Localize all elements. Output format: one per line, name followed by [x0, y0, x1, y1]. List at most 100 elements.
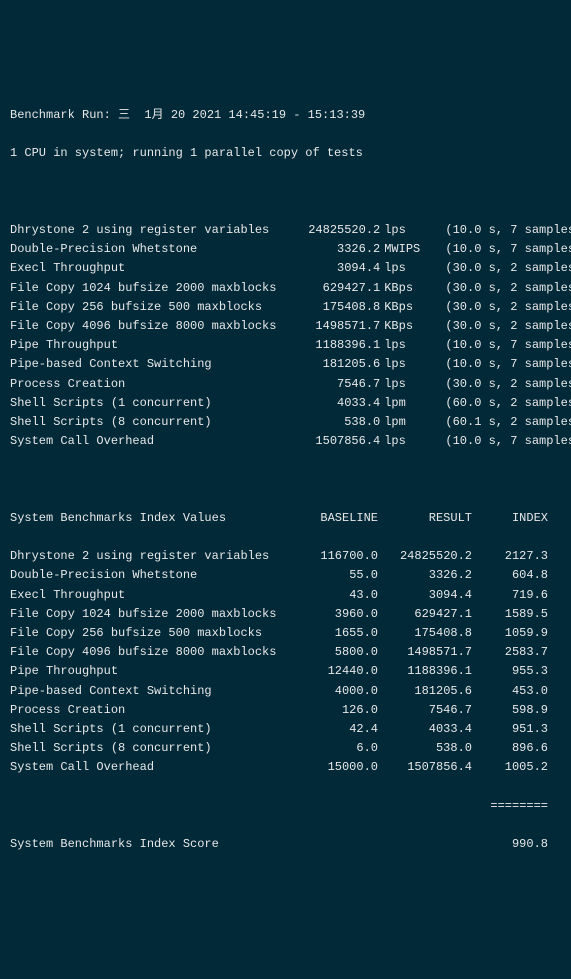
index-baseline: 42.4: [300, 720, 378, 739]
result-row: Execl Throughput3094.4lps (30.0 s, 2 sam…: [10, 259, 561, 278]
index-baseline: 126.0: [300, 701, 378, 720]
index-row: Shell Scripts (8 concurrent)6.0538.0896.…: [10, 739, 561, 758]
result-row: Double-Precision Whetstone3326.2MWIPS (1…: [10, 240, 561, 259]
index-result: 175408.8: [378, 624, 472, 643]
test-unit: lps: [380, 432, 431, 451]
index-name: Pipe Throughput: [10, 662, 300, 681]
test-time: (10.0 s, 7 samples): [431, 221, 561, 240]
index-value: 1589.5: [472, 605, 548, 624]
index-row: System Call Overhead15000.01507856.41005…: [10, 758, 561, 777]
index-name: Double-Precision Whetstone: [10, 566, 300, 585]
test-value: 24825520.2: [293, 221, 381, 240]
result-row: Process Creation7546.7lps (30.0 s, 2 sam…: [10, 375, 561, 394]
test-unit: KBps: [380, 279, 431, 298]
test-unit: lps: [380, 336, 431, 355]
index-result: 7546.7: [378, 701, 472, 720]
test-name: Double-Precision Whetstone: [10, 240, 293, 259]
index-row: Execl Throughput43.03094.4719.6: [10, 586, 561, 605]
test-time: (30.0 s, 2 samples): [431, 317, 561, 336]
index-row: File Copy 1024 bufsize 2000 maxblocks396…: [10, 605, 561, 624]
index-row: File Copy 4096 bufsize 8000 maxblocks580…: [10, 643, 561, 662]
test-value: 181205.6: [293, 355, 381, 374]
index-value: 598.9: [472, 701, 548, 720]
test-unit: KBps: [380, 298, 431, 317]
test-time: (30.0 s, 2 samples): [431, 279, 561, 298]
test-unit: lps: [380, 355, 431, 374]
test-value: 1498571.7: [293, 317, 381, 336]
col-index: INDEX: [472, 509, 548, 528]
index-result: 4033.4: [378, 720, 472, 739]
test-time: (30.0 s, 2 samples): [431, 259, 561, 278]
index-name: File Copy 256 bufsize 500 maxblocks: [10, 624, 300, 643]
index-result: 181205.6: [378, 682, 472, 701]
header-line-2: 1 CPU in system; running 1 parallel copy…: [10, 144, 561, 163]
index-baseline: 5800.0: [300, 643, 378, 662]
test-value: 3326.2: [293, 240, 381, 259]
result-row: Shell Scripts (8 concurrent)538.0lpm (60…: [10, 413, 561, 432]
index-title: System Benchmarks Index Values: [10, 509, 300, 528]
test-value: 1188396.1: [293, 336, 381, 355]
test-name: File Copy 1024 bufsize 2000 maxblocks: [10, 279, 293, 298]
header-line-1: Benchmark Run: 三 1月 20 2021 14:45:19 - 1…: [10, 106, 561, 125]
index-value: 719.6: [472, 586, 548, 605]
test-name: System Call Overhead: [10, 432, 293, 451]
test-time: (30.0 s, 2 samples): [431, 298, 561, 317]
index-row: Process Creation126.07546.7598.9: [10, 701, 561, 720]
result-row: Dhrystone 2 using register variables2482…: [10, 221, 561, 240]
index-row: File Copy 256 bufsize 500 maxblocks1655.…: [10, 624, 561, 643]
index-baseline: 116700.0: [300, 547, 378, 566]
result-row: Pipe Throughput1188396.1lps (10.0 s, 7 s…: [10, 336, 561, 355]
test-unit: lps: [380, 259, 431, 278]
index-name: Shell Scripts (8 concurrent): [10, 739, 300, 758]
test-name: Dhrystone 2 using register variables: [10, 221, 293, 240]
index-name: Execl Throughput: [10, 586, 300, 605]
index-value: 1005.2: [472, 758, 548, 777]
index-baseline: 3960.0: [300, 605, 378, 624]
index-result: 24825520.2: [378, 547, 472, 566]
index-value: 453.0: [472, 682, 548, 701]
index-baseline: 55.0: [300, 566, 378, 585]
result-row: File Copy 256 bufsize 500 maxblocks17540…: [10, 298, 561, 317]
col-baseline: BASELINE: [300, 509, 378, 528]
index-baseline: 43.0: [300, 586, 378, 605]
index-name: Dhrystone 2 using register variables: [10, 547, 300, 566]
index-name: File Copy 4096 bufsize 8000 maxblocks: [10, 643, 300, 662]
result-row: Pipe-based Context Switching181205.6lps …: [10, 355, 561, 374]
col-result: RESULT: [378, 509, 472, 528]
test-name: Execl Throughput: [10, 259, 293, 278]
index-result: 1507856.4: [378, 758, 472, 777]
result-row: File Copy 1024 bufsize 2000 maxblocks629…: [10, 279, 561, 298]
result-row: System Call Overhead1507856.4lps (10.0 s…: [10, 432, 561, 451]
test-time: (60.0 s, 2 samples): [431, 394, 561, 413]
index-value: 955.3: [472, 662, 548, 681]
index-baseline: 12440.0: [300, 662, 378, 681]
test-name: Process Creation: [10, 375, 293, 394]
index-value: 2583.7: [472, 643, 548, 662]
result-row: File Copy 4096 bufsize 8000 maxblocks149…: [10, 317, 561, 336]
index-result: 1498571.7: [378, 643, 472, 662]
test-value: 7546.7: [293, 375, 381, 394]
index-result: 3094.4: [378, 586, 472, 605]
test-value: 175408.8: [293, 298, 381, 317]
test-value: 629427.1: [293, 279, 381, 298]
terminal-output: Benchmark Run: 三 1月 20 2021 14:45:19 - 1…: [10, 87, 561, 874]
test-time: (30.0 s, 2 samples): [431, 375, 561, 394]
test-time: (10.0 s, 7 samples): [431, 240, 561, 259]
index-result: 629427.1: [378, 605, 472, 624]
index-value: 1059.9: [472, 624, 548, 643]
test-name: Pipe-based Context Switching: [10, 355, 293, 374]
test-name: File Copy 4096 bufsize 8000 maxblocks: [10, 317, 293, 336]
score-label: System Benchmarks Index Score: [10, 835, 300, 854]
index-baseline: 4000.0: [300, 682, 378, 701]
index-baseline: 15000.0: [300, 758, 378, 777]
test-time: (10.0 s, 7 samples): [431, 336, 561, 355]
index-row: Double-Precision Whetstone55.03326.2604.…: [10, 566, 561, 585]
index-result: 3326.2: [378, 566, 472, 585]
test-unit: lpm: [380, 394, 431, 413]
index-value: 951.3: [472, 720, 548, 739]
test-unit: lpm: [380, 413, 431, 432]
index-value: 2127.3: [472, 547, 548, 566]
test-unit: KBps: [380, 317, 431, 336]
test-time: (10.0 s, 7 samples): [431, 432, 561, 451]
test-name: File Copy 256 bufsize 500 maxblocks: [10, 298, 293, 317]
